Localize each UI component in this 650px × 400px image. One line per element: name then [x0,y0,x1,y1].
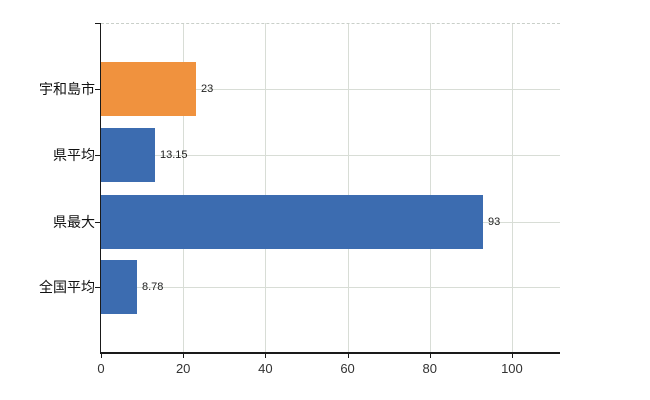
x-gridline [347,23,349,352]
x-gridline [429,23,431,352]
y-axis-line [99,23,101,354]
y-axis-tick [95,287,101,288]
bar-row-3 [101,260,137,314]
x-gridline [511,23,513,352]
x-gridline [265,23,267,352]
bar-value-label: 23 [201,83,214,95]
x-gridline [183,23,185,352]
y-axis-tick [95,89,101,90]
category-label: 宇和島市 [39,81,95,97]
x-axis-tick-label: 40 [258,361,273,376]
bar-row-2 [101,195,483,249]
x-axis-line [99,352,560,354]
category-label: 県最大 [53,214,95,230]
bar-row-1 [101,128,155,182]
bar-value-label: 8.78 [142,281,164,293]
y-gridline [101,89,560,90]
x-axis-tick [347,352,349,358]
y-gridline [101,155,560,156]
plot-top-border [101,23,560,24]
y-axis-tick [95,155,101,156]
x-axis-tick-label: 100 [501,361,523,376]
y-axis-tick [95,23,101,24]
x-axis-tick-label: 60 [340,361,355,376]
bar-value-label: 13.15 [160,149,188,161]
category-label: 県平均 [53,147,95,163]
x-axis-tick-label: 0 [97,361,105,376]
category-label: 全国平均 [39,279,95,295]
y-axis-tick [95,222,101,223]
x-axis-tick [429,352,431,358]
x-axis-tick-label: 20 [175,361,191,376]
bar-value-label: 93 [488,216,501,228]
x-axis-tick [511,352,513,358]
x-axis-tick [183,352,185,358]
x-axis-tick [101,352,102,358]
bar-row-0 [101,62,196,116]
x-axis-tick [265,352,267,358]
x-axis-tick-label: 80 [422,361,437,376]
y-gridline [101,287,560,288]
